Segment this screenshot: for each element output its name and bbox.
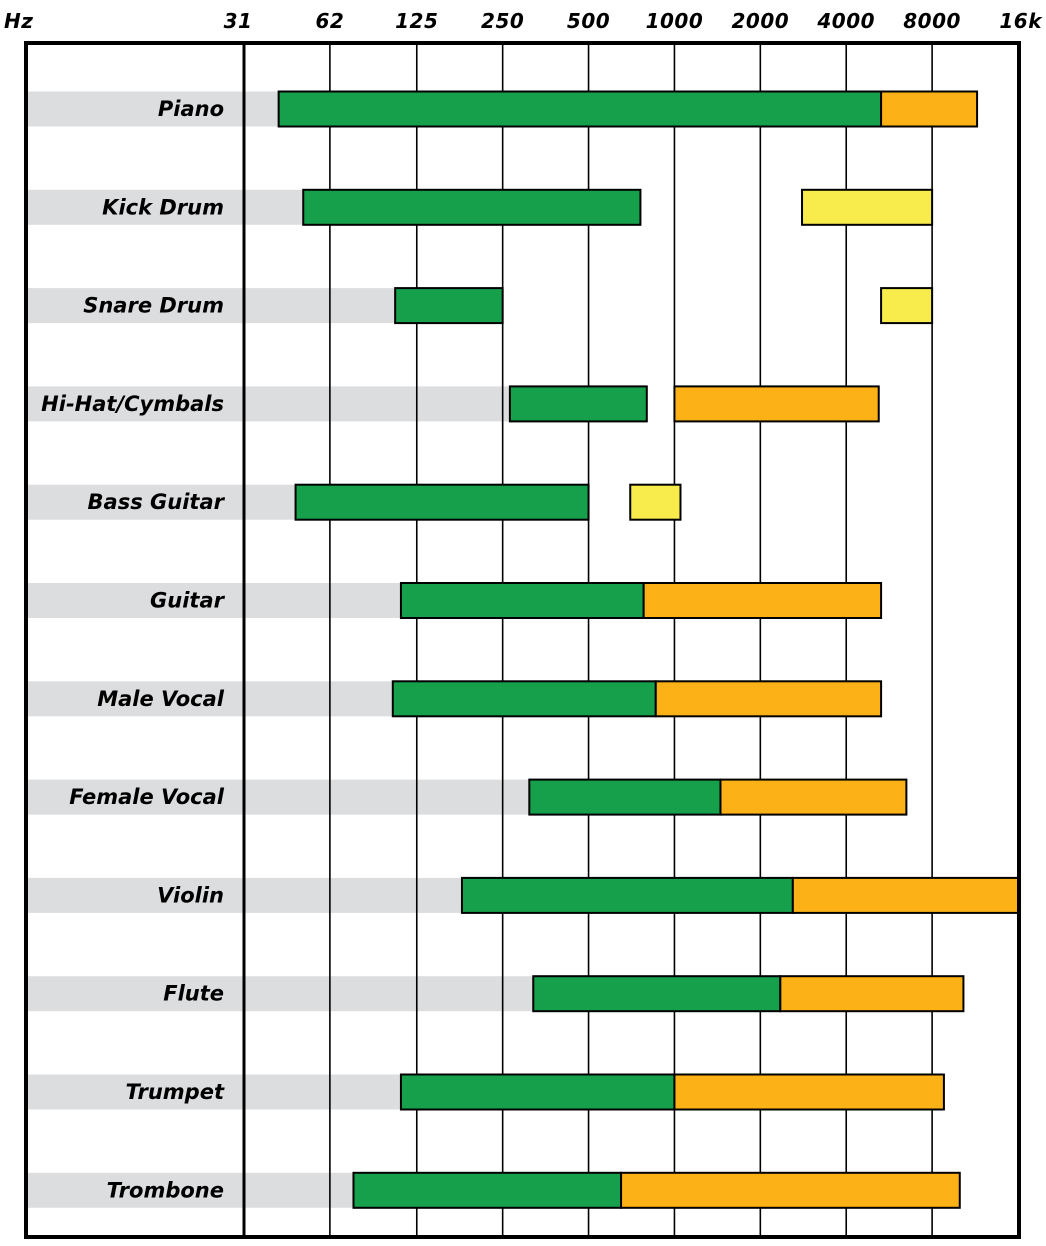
tick-label-8000: 8000: [903, 9, 961, 33]
bar-violin-fundamental-0: [460, 876, 794, 914]
bar-hi-hat-cymbals-harmonics-1: [673, 385, 880, 423]
row-label-trumpet: Trumpet: [125, 1080, 224, 1104]
row-band-flute: [28, 976, 534, 1012]
row-band-snare-drum: [28, 288, 396, 324]
row-band-trumpet: [28, 1074, 401, 1110]
frequency-gridlines: [329, 43, 933, 1237]
row-label-trombone: Trombone: [107, 1178, 224, 1202]
row-band-kick-drum: [28, 189, 304, 225]
row-label-bass-guitar: Bass Guitar: [88, 490, 226, 514]
tick-label-500: 500: [567, 9, 610, 33]
row-band-hi-hat-cymbals: [28, 386, 510, 422]
frequency-tick-labels: 31 62 125 250 500 1000 2000 4000 8000 16k: [224, 9, 1043, 33]
row-band-piano: [28, 91, 279, 127]
tick-label-16k: 16k: [999, 9, 1043, 33]
row-band-male-vocal: [28, 681, 393, 717]
row-band-guitar: [28, 583, 401, 618]
row-band-bass-guitar: [28, 484, 296, 520]
tick-label-62: 62: [315, 9, 344, 33]
bar-flute-harmonics-1: [779, 975, 965, 1013]
bar-bass-guitar-attack-1: [629, 483, 682, 521]
bar-snare-drum-fundamental-0: [394, 287, 504, 325]
row-band-female-vocal: [28, 779, 530, 815]
bar-kick-drum-attack-1: [801, 188, 934, 226]
tick-label-125: 125: [395, 9, 438, 33]
instrument-labels: Piano Kick Drum Snare Drum Hi-Hat/Cymbals Ba…: [41, 97, 225, 1202]
bar-trumpet-harmonics-1: [673, 1073, 945, 1111]
bar-snare-drum-attack-1: [880, 287, 934, 325]
bar-male-vocal-fundamental-0: [391, 680, 657, 718]
row-label-guitar: Guitar: [150, 589, 226, 613]
bar-male-vocal-harmonics-1: [654, 680, 883, 718]
tick-label-31: 31: [224, 9, 253, 33]
row-label-violin: Violin: [157, 883, 224, 907]
bar-female-vocal-harmonics-1: [719, 778, 908, 816]
bar-bass-guitar-fundamental-0: [294, 483, 590, 521]
bar-hi-hat-cymbals-fundamental-0: [508, 385, 648, 423]
tick-label-1000: 1000: [646, 9, 704, 33]
tick-label-4000: 4000: [816, 9, 875, 33]
x-unit-label: Hz: [4, 9, 33, 33]
tick-label-250: 250: [481, 9, 524, 33]
bar-guitar-harmonics-1: [642, 582, 883, 619]
row-label-piano: Piano: [158, 97, 224, 121]
bar-trombone-fundamental-0: [352, 1171, 623, 1209]
frequency-bars: [277, 90, 1020, 1209]
row-label-male-vocal: Male Vocal: [97, 687, 225, 711]
row-label-hi-hat-cymbals: Hi-Hat/Cymbals: [41, 392, 224, 416]
row-band-trombone: [28, 1172, 354, 1208]
bar-violin-harmonics-1: [791, 876, 1020, 914]
bar-trombone-harmonics-1: [620, 1171, 961, 1209]
bar-trumpet-fundamental-0: [399, 1073, 676, 1111]
row-label-kick-drum: Kick Drum: [102, 195, 224, 219]
bar-kick-drum-fundamental-0: [302, 188, 642, 226]
tick-label-2000: 2000: [731, 9, 789, 33]
chart-frame: [24, 41, 1021, 1239]
bar-piano-fundamental-0: [277, 90, 883, 128]
row-label-snare-drum: Snare Drum: [83, 294, 224, 318]
bar-guitar-fundamental-0: [399, 582, 645, 619]
row-label-female-vocal: Female Vocal: [69, 785, 225, 809]
bar-piano-harmonics-1: [880, 90, 979, 128]
row-label-flute: Flute: [163, 982, 224, 1006]
bar-female-vocal-fundamental-0: [528, 778, 722, 816]
bar-flute-fundamental-0: [532, 975, 782, 1013]
row-label-backgrounds: [28, 91, 534, 1208]
